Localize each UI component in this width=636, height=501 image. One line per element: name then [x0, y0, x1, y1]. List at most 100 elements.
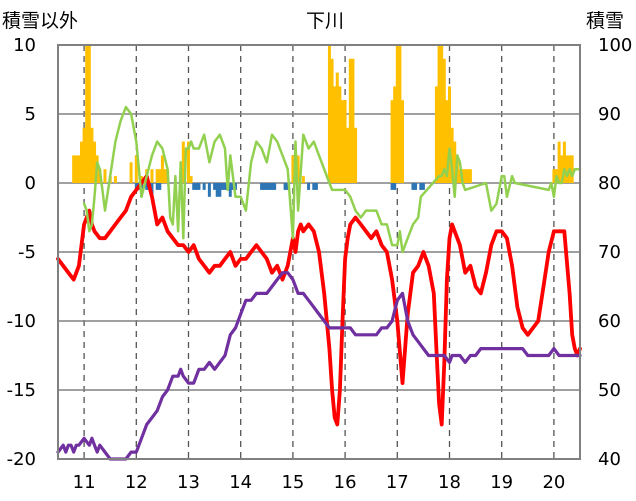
blue-bar	[228, 183, 232, 197]
blue-bar	[218, 183, 222, 197]
orange-bar	[562, 141, 566, 183]
orange-bar	[354, 127, 358, 183]
orange-bar	[437, 45, 441, 183]
orange-bar	[463, 169, 467, 183]
orange-bar	[327, 45, 331, 183]
blue-bar	[134, 183, 138, 190]
blue-bar	[265, 183, 269, 190]
orange-bar	[333, 86, 337, 183]
right-tick-label: 50	[598, 380, 621, 401]
orange-bar	[458, 169, 462, 183]
blue-bar	[231, 183, 235, 190]
orange-bar	[560, 155, 564, 183]
orange-bar	[557, 141, 561, 183]
blue-bar	[267, 183, 271, 190]
blue-bar	[270, 183, 274, 190]
orange-bar	[401, 100, 405, 183]
orange-bar	[466, 169, 470, 183]
blue-bar	[312, 183, 316, 190]
left-tick-label: -5	[18, 242, 36, 263]
orange-bar	[565, 155, 569, 183]
orange-bar	[343, 100, 347, 183]
blue-bar	[207, 183, 211, 197]
chart-title: 下川	[306, 10, 344, 32]
right-axis-label: 積雪	[586, 10, 624, 32]
x-tick-label: 20	[542, 472, 565, 493]
left-axis-label: 積雪以外	[2, 10, 78, 32]
blue-bar	[314, 183, 318, 190]
left-tick-label: 0	[25, 173, 36, 194]
orange-bar	[340, 100, 344, 183]
orange-bar	[393, 86, 397, 183]
blue-bar	[197, 183, 201, 190]
x-tick-label: 19	[490, 472, 513, 493]
green-line	[82, 105, 582, 254]
orange-bar	[113, 176, 117, 183]
orange-bar	[189, 176, 193, 183]
orange-bar	[85, 45, 89, 183]
orange-bar	[140, 176, 144, 183]
orange-bar	[87, 45, 91, 183]
orange-bar	[79, 141, 83, 183]
orange-bar	[395, 45, 399, 183]
x-tick-label: 18	[438, 472, 461, 493]
blue-bar	[307, 183, 311, 190]
orange-bar	[335, 72, 339, 183]
blue-bar	[411, 183, 415, 190]
orange-bar	[158, 169, 162, 183]
orange-bar	[129, 162, 133, 183]
left-tick-label: 5	[25, 104, 36, 125]
orange-bar	[103, 169, 107, 183]
orange-bar	[330, 58, 334, 183]
orange-bar	[163, 169, 167, 183]
orange-bar	[450, 127, 454, 183]
x-tick-label: 17	[386, 472, 409, 493]
orange-bar	[181, 141, 185, 183]
right-tick-label: 40	[598, 449, 621, 470]
x-tick-label: 11	[73, 472, 96, 493]
blue-bar	[215, 183, 219, 197]
blue-bar	[194, 183, 198, 190]
grid-layer	[58, 45, 580, 459]
left-tick-label: -20	[7, 449, 36, 470]
blue-bar	[223, 183, 227, 190]
orange-bar	[150, 169, 154, 183]
purple-line	[56, 271, 582, 461]
plot-frame	[57, 44, 581, 460]
orange-bar	[72, 155, 76, 183]
blue-bar	[155, 183, 159, 190]
orange-bar	[351, 58, 355, 183]
blue-bar	[421, 183, 425, 190]
right-tick-label: 100	[598, 35, 632, 56]
x-tick-label: 16	[334, 472, 357, 493]
orange-bar	[348, 58, 352, 183]
blue-bar	[220, 183, 224, 190]
blue-bar	[260, 183, 264, 190]
orange-bar	[552, 169, 556, 183]
right-tick-label: 80	[598, 173, 621, 194]
orange-bar	[82, 127, 86, 183]
orange-bar	[338, 86, 342, 183]
blue-bar	[192, 183, 196, 190]
orange-bar	[160, 155, 164, 183]
orange-bar	[445, 100, 449, 183]
blue-bar	[393, 183, 397, 190]
blue-bar	[414, 183, 418, 190]
left-tick-label: -15	[7, 380, 36, 401]
orange-bar	[390, 100, 394, 183]
blue-bar	[158, 183, 162, 190]
right-tick-label: 70	[598, 242, 621, 263]
blue-bar	[213, 183, 217, 190]
orange-bar	[155, 169, 159, 183]
orange-bar	[77, 155, 81, 183]
blue-bar	[419, 183, 423, 190]
orange-bar	[134, 155, 138, 183]
x-tick-label: 14	[229, 472, 252, 493]
blue-bar	[273, 183, 277, 190]
left-tick-label: 10	[13, 35, 36, 56]
orange-bar	[398, 45, 402, 183]
x-tick-label: 13	[177, 472, 200, 493]
